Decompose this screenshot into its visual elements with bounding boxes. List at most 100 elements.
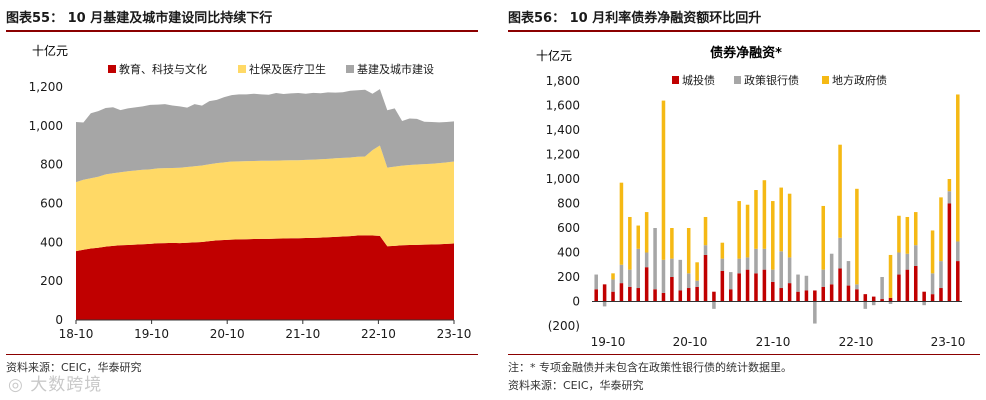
right-bar-series-2	[771, 201, 775, 270]
right-bar-series-1	[661, 259, 666, 293]
right-bar-series-1	[922, 301, 926, 306]
right-bar-series-2	[754, 190, 758, 249]
right-bar-series-1	[863, 301, 868, 309]
right-y-tick-label: 200	[557, 270, 580, 284]
right-bar-series-0	[888, 297, 893, 302]
right-x-tick-label: 23-10	[931, 335, 966, 349]
right-bar-series-0	[644, 267, 649, 302]
left-title-rule	[6, 30, 478, 32]
right-bar-series-1	[678, 259, 683, 291]
left-areas	[76, 89, 454, 320]
right-bar-series-0	[779, 288, 783, 302]
right-bar-series-1	[930, 273, 935, 295]
right-bar-series-1	[754, 248, 758, 274]
right-x-tick-label: 20-10	[673, 335, 708, 349]
left-x-tick-label: 23-10	[437, 327, 472, 341]
right-bar-series-2	[956, 94, 960, 242]
right-bar-series-0	[762, 269, 767, 302]
right-y-axis: (200) 0 200 400 600 800 1,000 1,200 1,400 1,600 1,…	[546, 74, 580, 333]
right-bar-series-0	[804, 290, 809, 302]
right-legend-swatch	[672, 76, 679, 84]
right-bar-series-2	[930, 230, 935, 274]
right-bar-series-1	[728, 272, 733, 290]
right-bar-series-2	[644, 212, 649, 253]
left-panel: 图表55： 10 月基建及城市建设同比持续下行 十亿元 教育、科技与文化 社保及医…	[0, 0, 482, 400]
right-bar-series-0	[813, 290, 817, 302]
left-y-tick-label: 800	[40, 158, 63, 172]
right-bar-series-0	[695, 286, 699, 302]
right-bar-series-1	[913, 245, 918, 266]
right-bar-series-0	[678, 290, 683, 302]
right-bar-series-0	[754, 273, 758, 302]
right-bar-series-0	[602, 284, 607, 302]
left-bottom-rule	[6, 354, 478, 355]
right-bar-series-1	[897, 252, 901, 275]
right-bar-series-1	[880, 277, 884, 300]
right-bar-series-0	[838, 268, 842, 302]
right-bar-series-1	[720, 258, 725, 271]
right-bar-series-0	[796, 291, 800, 302]
left-legend-label: 社保及医疗卫生	[249, 62, 326, 76]
right-bar-series-0	[922, 291, 926, 302]
right-bar-series-1	[888, 301, 893, 304]
right-bar-series-2	[703, 216, 708, 246]
left-source: 资料来源：CEIC，华泰研究	[6, 361, 142, 374]
right-bar-series-1	[636, 248, 641, 289]
right-bar-series-0	[686, 288, 691, 302]
left-chart-title: 图表55： 10 月基建及城市建设同比持续下行	[6, 11, 273, 26]
right-bar-series-0	[863, 294, 868, 302]
left-legend-swatch	[238, 65, 246, 73]
right-bar-series-1	[956, 241, 960, 262]
right-bar-series-2	[686, 228, 691, 274]
right-bar-series-1	[619, 264, 624, 284]
right-y-tick-label: 0	[572, 295, 580, 309]
right-bar-series-0	[720, 270, 725, 302]
right-y-tick-label: 800	[557, 197, 580, 211]
right-bar-series-0	[653, 289, 657, 302]
right-bar-series-0	[661, 292, 666, 302]
right-y-tick-label: 1,000	[546, 172, 580, 186]
left-legend-swatch	[346, 65, 354, 73]
right-bar-series-0	[947, 203, 952, 302]
left-area-series-2	[76, 89, 454, 183]
right-bar-series-0	[594, 289, 598, 302]
right-x-axis: 19-10 20-10 21-10 22-10 23-10	[591, 301, 966, 349]
right-bar-series-2	[838, 144, 842, 238]
right-bar-series-2	[745, 204, 750, 258]
right-bar-series-1	[745, 257, 750, 270]
right-bar-series-1	[686, 273, 691, 289]
right-y-tick-label: 600	[557, 221, 580, 235]
right-bar-series-0	[939, 288, 943, 302]
right-bar-series-0	[855, 289, 859, 302]
right-bar-series-2	[611, 273, 615, 280]
left-y-tick-label: 1,000	[29, 119, 63, 133]
right-footnote: 注：* 专项金融债并未包含在政策性银行债的统计数据里。	[508, 361, 792, 374]
right-y-tick-label: 1,800	[546, 74, 580, 88]
left-y-axis: 0 200 400 600 800 1,000 1,200	[29, 80, 63, 327]
right-bar-series-0	[905, 269, 910, 302]
right-unit-label: 十亿元	[536, 48, 572, 63]
right-bar-series-0	[619, 283, 624, 302]
left-x-tick-label: 22-10	[361, 327, 396, 341]
right-bar-series-2	[855, 188, 859, 285]
right-bar-series-2	[947, 179, 952, 192]
right-bar-series-1	[905, 253, 910, 270]
right-y-tick-label: 1,600	[546, 99, 580, 113]
watermark-logo: ◎ 大数跨境	[8, 375, 103, 395]
right-bar-series-1	[787, 257, 792, 284]
right-bar-series-1	[670, 258, 674, 277]
right-bar-series-2	[670, 228, 674, 259]
right-bar-series-0	[956, 261, 960, 302]
right-bar-series-2	[787, 193, 792, 258]
right-y-tick-label: 1,400	[546, 123, 580, 137]
right-bar-series-0	[821, 286, 826, 302]
right-bar-series-1	[771, 269, 775, 282]
right-bar-series-1	[796, 274, 800, 292]
right-bar-series-1	[602, 301, 607, 307]
right-bar-series-2	[619, 182, 624, 265]
right-bar-series-0	[611, 291, 615, 302]
right-bar-series-2	[939, 197, 943, 262]
right-bar-series-1	[762, 248, 767, 270]
right-bar-series-2	[695, 262, 699, 281]
right-x-tick-label: 22-10	[839, 335, 874, 349]
